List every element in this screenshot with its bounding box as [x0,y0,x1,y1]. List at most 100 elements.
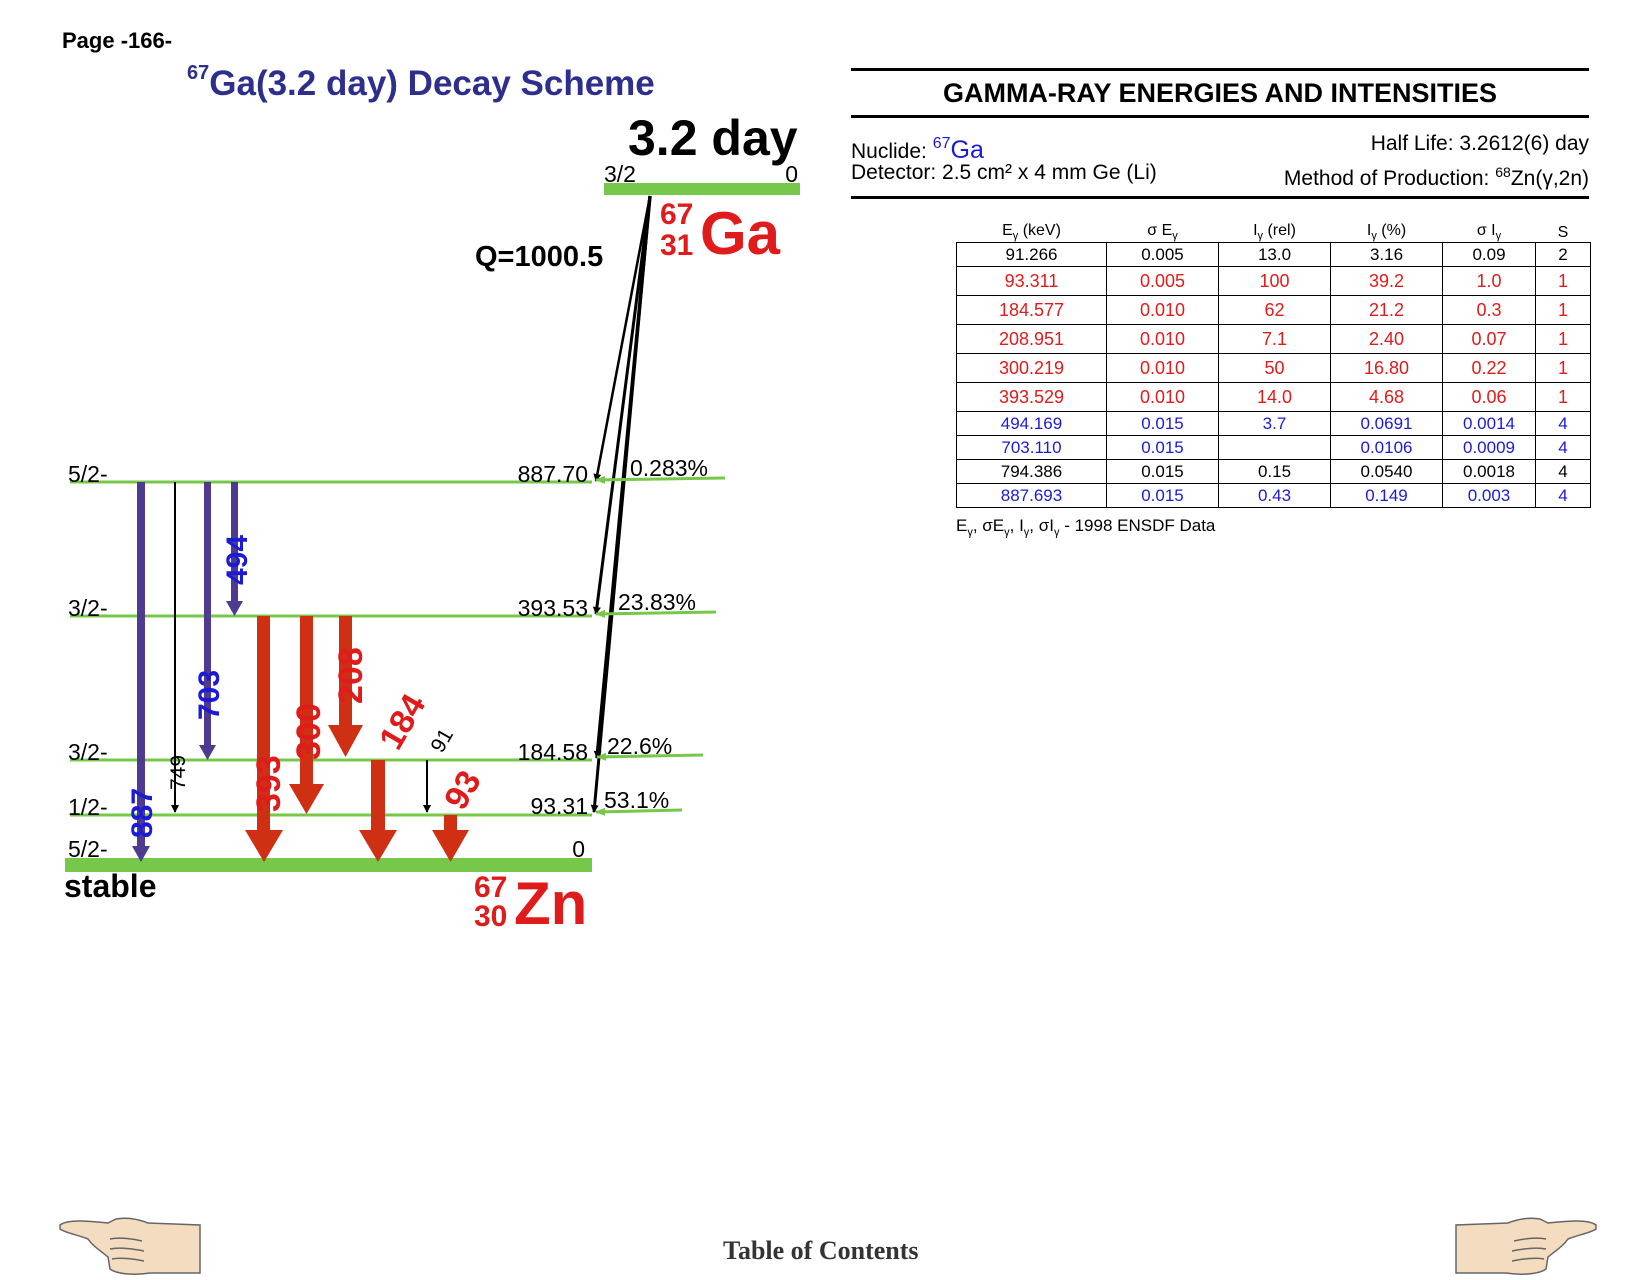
parent-symbol: Ga [700,200,781,267]
gamma-table-cell: 0.010 [1106,295,1219,325]
gamma-table-cell: 0.0106 [1330,435,1443,460]
transition-393-label: 393 [250,755,288,812]
level-spin-184: 3/2- [68,739,108,765]
gamma-table-cell: 887.693 [956,483,1107,508]
gamma-table-cell: 1 [1535,266,1591,296]
col-header-s: S [1557,224,1569,241]
gamma-table-cell: 0.0018 [1442,459,1536,484]
gamma-table-cell: 14.0 [1218,382,1331,412]
gamma-table-row: 184.577 0.010 62 21.2 0.3 1 [956,295,1591,325]
ec-line-393 [592,195,652,615]
transition-208-label: 208 [332,647,370,704]
transition-749-label: 749 [167,755,190,790]
level-energy-887: 887.70 [518,461,588,487]
gamma-table-cell: 91.266 [956,242,1107,267]
transition-184-shaft [371,760,385,831]
gamma-panel: GAMMA-RAY ENERGIES AND INTENSITIES Nucli… [851,68,1589,199]
gamma-table-cell: 1 [1535,353,1591,383]
gamma-table-cell: 300.219 [956,353,1107,383]
level-energy-393: 393.53 [518,595,588,621]
meta-row-nuclide: Nuclide: 67Ga Half Life: 3.2612(6) day [851,129,1589,164]
gamma-table-cell: 0.005 [1106,266,1219,296]
gamma-table-cell: 4 [1535,483,1591,508]
gamma-table-cell: 50 [1218,353,1331,383]
gamma-table-row: 93.311 0.005 100 39.2 1.0 1 [956,266,1591,296]
gamma-table-cell: 100 [1218,266,1331,296]
level-energy-ground: 0 [572,836,585,862]
col-header-relative-intensity: Iγ (rel) [1253,221,1296,242]
gamma-table-cell: 93.311 [956,266,1107,296]
ec-branch-93: 53.1% [604,787,669,813]
gamma-table-cell: 0.0540 [1330,459,1443,484]
gamma-table-cell: 2 [1535,242,1591,267]
gamma-table-cell: 1 [1535,382,1591,412]
gamma-table-cell: 0.010 [1106,324,1219,354]
gamma-table-cell: 0.015 [1106,411,1219,436]
gamma-table-row: 208.951 0.010 7.1 2.40 0.07 1 [956,324,1591,354]
previous-page-hand-icon[interactable] [58,1215,203,1280]
gamma-heading: GAMMA-RAY ENERGIES AND INTENSITIES [942,78,1498,108]
page-number: Page -166- [62,28,173,53]
gamma-table-cell: 1 [1535,324,1591,354]
transition-93 [432,815,469,862]
gamma-table-body: 91.266 0.005 13.0 3.16 0.09 2 93.311 0.005 100 39… [956,242,1591,508]
transition-887-head [132,846,150,862]
col-header-percent-intensity: Iγ (%) [1366,221,1407,242]
gamma-table-cell: 3.7 [1218,411,1331,436]
ec-branch-393: 23.83% [618,589,696,615]
gamma-table-cell: 0.149 [1330,483,1443,508]
table-of-contents-link[interactable]: Table of Contents [723,1236,919,1265]
panel-meta: Nuclide: 67Ga Half Life: 3.2612(6) day D… [851,118,1589,190]
data-source-note: Eγ, σEγ, Iγ, σIγ - 1998 ENSDF Data [956,516,1216,539]
next-page-hand-icon[interactable] [1453,1215,1598,1280]
transition-494-shaft [231,482,238,602]
gamma-table-cell: 0.3 [1442,295,1536,325]
gamma-table-cell: 0.0014 [1442,411,1536,436]
gamma-table-cell: 4.68 [1330,382,1443,412]
meta-row-detector: Detector: 2.5 cm² x 4 mm Ge (Li) Method … [851,158,1589,190]
gamma-table-cell: 13.0 [1218,242,1331,267]
gamma-table-cell: 0.09 [1442,242,1536,267]
transition-703-shaft [204,482,211,746]
parent-level-bar [604,183,800,195]
col-header-intensity-uncertainty: σ Iγ [1476,221,1502,242]
panel-bottom-rule [851,196,1589,199]
gamma-table-cell: 0.010 [1106,382,1219,412]
gamma-table-cell [1218,435,1331,460]
transition-393-shaft [257,616,270,831]
ec-line-93 [590,195,652,813]
production-mass: 68 [1495,164,1511,180]
level-spin-887: 5/2- [68,461,108,487]
ec-branch-line-887 [595,475,726,484]
level-energy-93: 93.31 [530,793,588,819]
gamma-table-cell: 4 [1535,411,1591,436]
scheme-title: 67Ga(3.2 day) Decay Scheme [187,62,655,104]
gamma-table-row: 794.386 0.015 0.15 0.0540 0.0018 4 [956,459,1591,484]
parent-half-life: 3.2 day [628,110,798,166]
gamma-table-row: 91.266 0.005 13.0 3.16 0.09 2 [956,242,1591,267]
gamma-table-cell: 21.2 [1330,295,1443,325]
gamma-table-cell: 494.169 [956,411,1107,436]
transition-887-label: 887 [126,788,159,838]
nuclide-symbol: Ga [950,136,984,164]
transition-887-shaft [137,482,145,846]
scheme-title-text: Ga(3.2 day) Decay Scheme [209,64,655,103]
level-spin-ground: 5/2- [68,836,108,862]
gamma-table-cell: 39.2 [1330,266,1443,296]
daughter-atomic-number: 30 [474,900,507,933]
production-info: Method of Production: 68Zn(γ,2n) [1284,158,1589,190]
transition-494-head [226,601,243,616]
transition-703-label: 703 [193,670,226,720]
ec-branch-887: 0.283% [630,455,708,481]
transition-393 [245,616,283,862]
gamma-table-cell: 62 [1218,295,1331,325]
transition-93-shaft [444,815,457,832]
gamma-table-cell: 184.577 [956,295,1107,325]
gamma-table-cell: 16.80 [1330,353,1443,383]
ec-branch-184: 22.6% [607,733,672,759]
transition-393-head [245,830,283,862]
gamma-table-cell: 0.015 [1106,483,1219,508]
gamma-table-cell: 4 [1535,435,1591,460]
transition-93-label: 93 [437,764,489,816]
level-energy-184: 184.58 [518,739,588,765]
